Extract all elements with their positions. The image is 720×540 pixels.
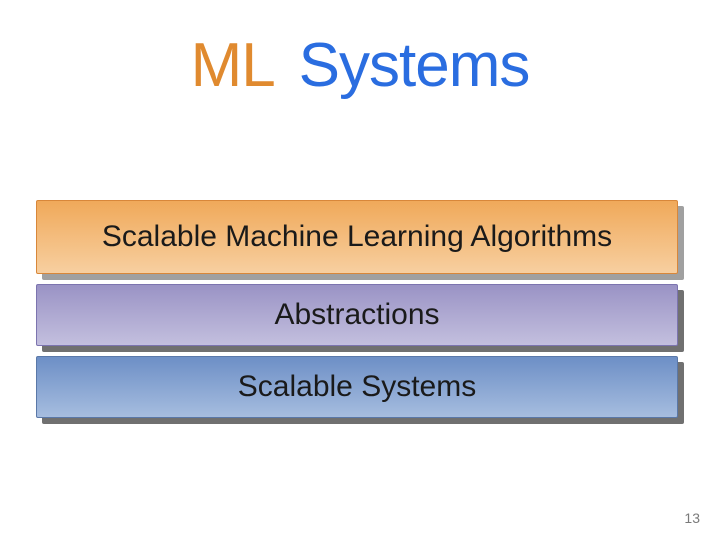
layer-abstractions: Abstractions bbox=[36, 284, 678, 346]
layer-box: Scalable Systems bbox=[36, 356, 678, 418]
layer-box: Abstractions bbox=[36, 284, 678, 346]
layer-label: Scalable Systems bbox=[238, 370, 476, 404]
slide-container: ML Systems Scalable Machine Learning Alg… bbox=[0, 0, 720, 540]
layer-systems: Scalable Systems bbox=[36, 356, 678, 418]
title-word-ml: ML bbox=[191, 31, 273, 100]
layer-algorithms: Scalable Machine Learning Algorithms bbox=[36, 200, 678, 274]
slide-title: ML Systems bbox=[0, 30, 720, 101]
title-word-systems: Systems bbox=[299, 31, 530, 100]
layer-label: Scalable Machine Learning Algorithms bbox=[102, 220, 612, 254]
layer-box: Scalable Machine Learning Algorithms bbox=[36, 200, 678, 274]
layer-stack: Scalable Machine Learning Algorithms Abs… bbox=[36, 200, 678, 428]
page-number: 13 bbox=[684, 510, 700, 526]
layer-label: Abstractions bbox=[274, 298, 439, 332]
